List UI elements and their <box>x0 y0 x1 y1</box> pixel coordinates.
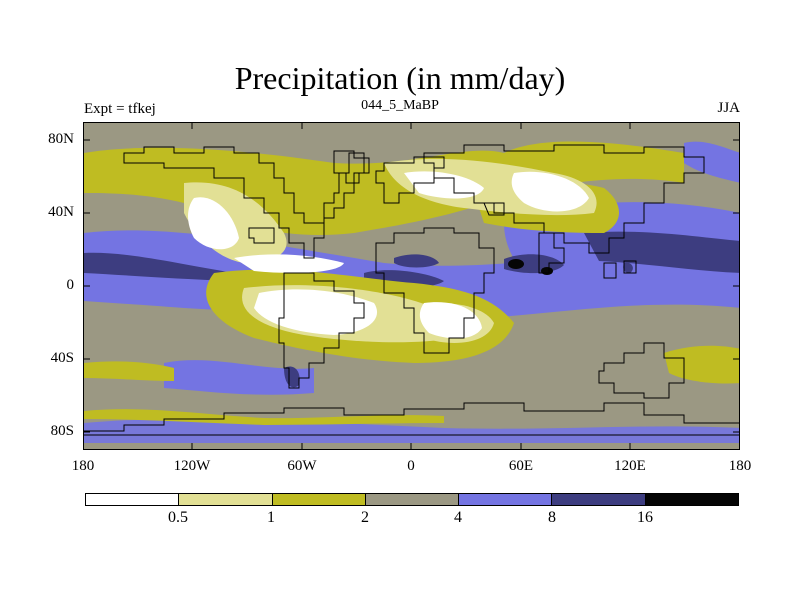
colorbar-swatch-6 <box>645 494 738 505</box>
lon-label-120w: 120W <box>173 458 211 474</box>
map-title: Precipitation (in mm/day) <box>234 60 566 96</box>
lat-label-40s: 40S <box>50 350 74 366</box>
precipitation-field <box>84 123 739 449</box>
lat-label-80s: 80S <box>50 423 74 439</box>
colorbar-swatch-4 <box>459 494 553 505</box>
colorbar-swatch-0 <box>86 494 180 505</box>
lat-label-40n: 40N <box>48 204 74 220</box>
lon-label-60e: 60E <box>508 458 534 474</box>
colorbar-swatch-3 <box>365 494 460 505</box>
experiment-label: Expt = tfkej <box>84 101 156 117</box>
colorbar-swatch-1 <box>179 494 273 505</box>
lat-label-80n: 80N <box>48 131 74 147</box>
period-label: 044_5_MaBP <box>361 98 439 113</box>
precipitation-map <box>83 122 740 450</box>
season-label: JJA <box>717 100 740 116</box>
lon-label-180-east: 180 <box>728 458 752 474</box>
lon-label-120e: 120E <box>614 458 646 474</box>
colorbar-label-0-5: 0.5 <box>168 509 188 526</box>
lat-label-0: 0 <box>66 277 75 293</box>
colorbar <box>85 493 739 506</box>
lon-label-60w: 60W <box>287 458 317 474</box>
lon-label-180-west: 180 <box>71 458 95 474</box>
colorbar-label-2: 2 <box>361 509 369 526</box>
colorbar-label-1: 1 <box>267 509 275 526</box>
lon-label-0: 0 <box>407 458 415 474</box>
colorbar-label-16: 16 <box>637 509 653 526</box>
colorbar-swatch-5 <box>552 494 646 505</box>
colorbar-label-8: 8 <box>548 509 556 526</box>
colorbar-label-4: 4 <box>454 509 462 526</box>
colorbar-swatch-2 <box>272 494 366 505</box>
